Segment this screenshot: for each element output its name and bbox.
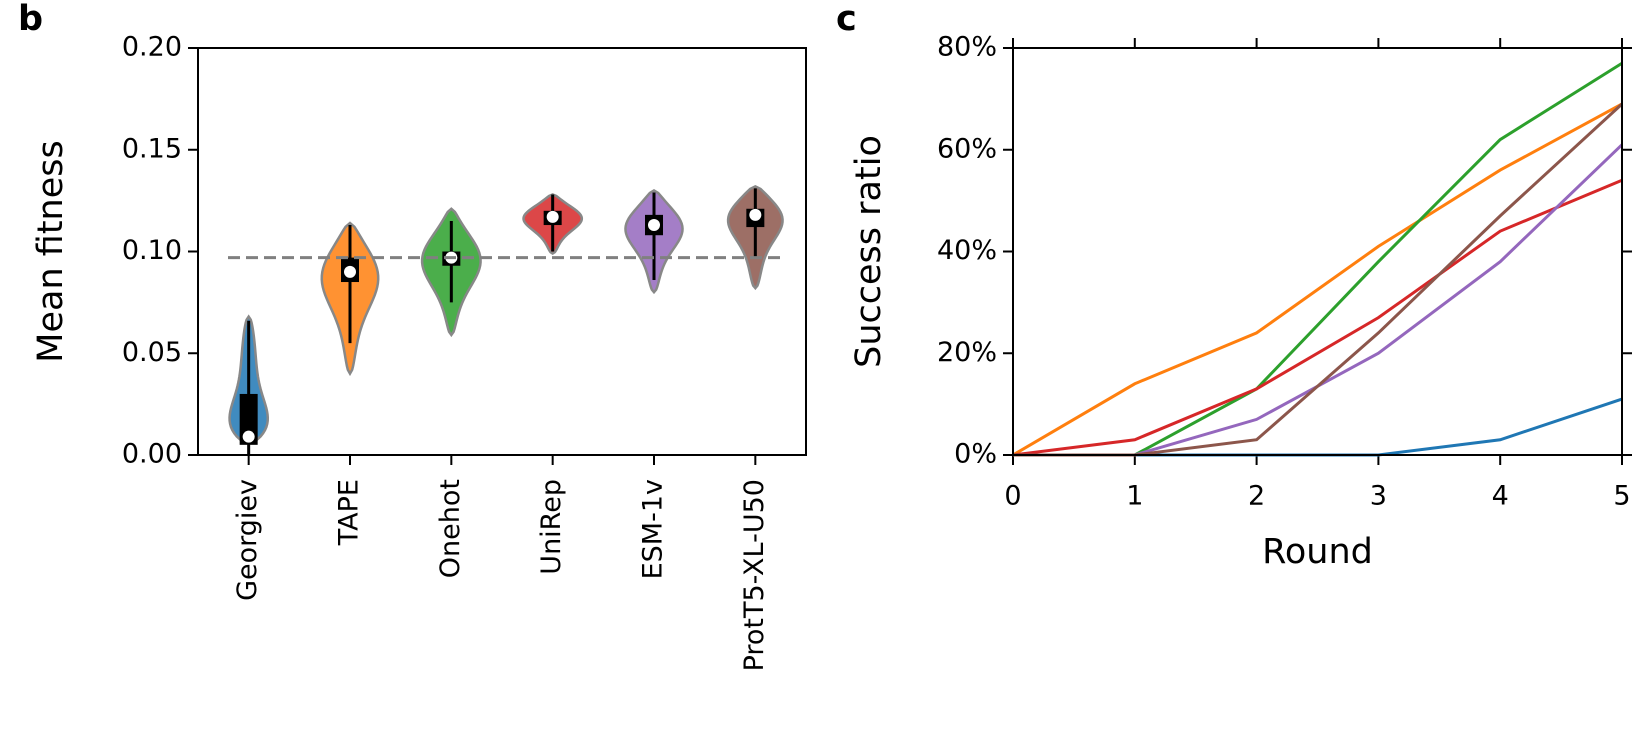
x-axis-label: Round bbox=[1262, 532, 1373, 572]
y-tick-label: 0.05 bbox=[122, 337, 182, 368]
panel-label: c bbox=[836, 0, 857, 39]
line-series bbox=[1012, 178, 1623, 457]
x-tick-label: 0 bbox=[1004, 481, 1021, 512]
line-series bbox=[1012, 102, 1623, 457]
line-series bbox=[1013, 61, 1623, 457]
line-series bbox=[1013, 397, 1623, 457]
line-series bbox=[1013, 143, 1624, 457]
x-tick-label: 3 bbox=[1370, 481, 1387, 512]
y-axis-label: Mean fitness bbox=[31, 140, 71, 362]
axes-frame bbox=[197, 47, 807, 456]
y-tick-label: 80% bbox=[937, 32, 997, 63]
panel-label: b bbox=[18, 0, 43, 39]
x-tick-label: ProtT5-XL-U50 bbox=[739, 479, 770, 671]
median-dot bbox=[749, 208, 762, 221]
y-tick-label: 20% bbox=[937, 337, 997, 368]
y-tick-label: 40% bbox=[937, 235, 997, 266]
y-tick-label: 0.15 bbox=[122, 133, 182, 164]
median-dot bbox=[546, 210, 559, 223]
x-tick-label: Georgiev bbox=[232, 479, 263, 601]
y-tick-label: 0.10 bbox=[122, 235, 182, 266]
x-tick-label: UniRep bbox=[536, 479, 567, 575]
x-tick-label: 5 bbox=[1613, 481, 1630, 512]
y-tick-label: 60% bbox=[937, 133, 997, 164]
x-tick-label: TAPE bbox=[334, 479, 365, 546]
y-tick-label: 0.00 bbox=[122, 439, 182, 470]
axes-frame bbox=[1012, 47, 1623, 456]
x-tick-label: 4 bbox=[1492, 481, 1509, 512]
x-tick-label: 1 bbox=[1126, 481, 1143, 512]
median-dot bbox=[242, 430, 255, 443]
y-tick-label: 0% bbox=[954, 439, 997, 470]
box bbox=[239, 393, 258, 445]
median-dot bbox=[648, 219, 660, 232]
x-tick-label: 2 bbox=[1248, 481, 1265, 512]
y-tick-label: 0.20 bbox=[122, 32, 182, 63]
median-dot bbox=[344, 265, 356, 278]
x-tick-label: Onehot bbox=[435, 479, 466, 578]
x-tick-label: ESM-1v bbox=[638, 479, 669, 579]
y-axis-label: Success ratio bbox=[849, 135, 889, 368]
